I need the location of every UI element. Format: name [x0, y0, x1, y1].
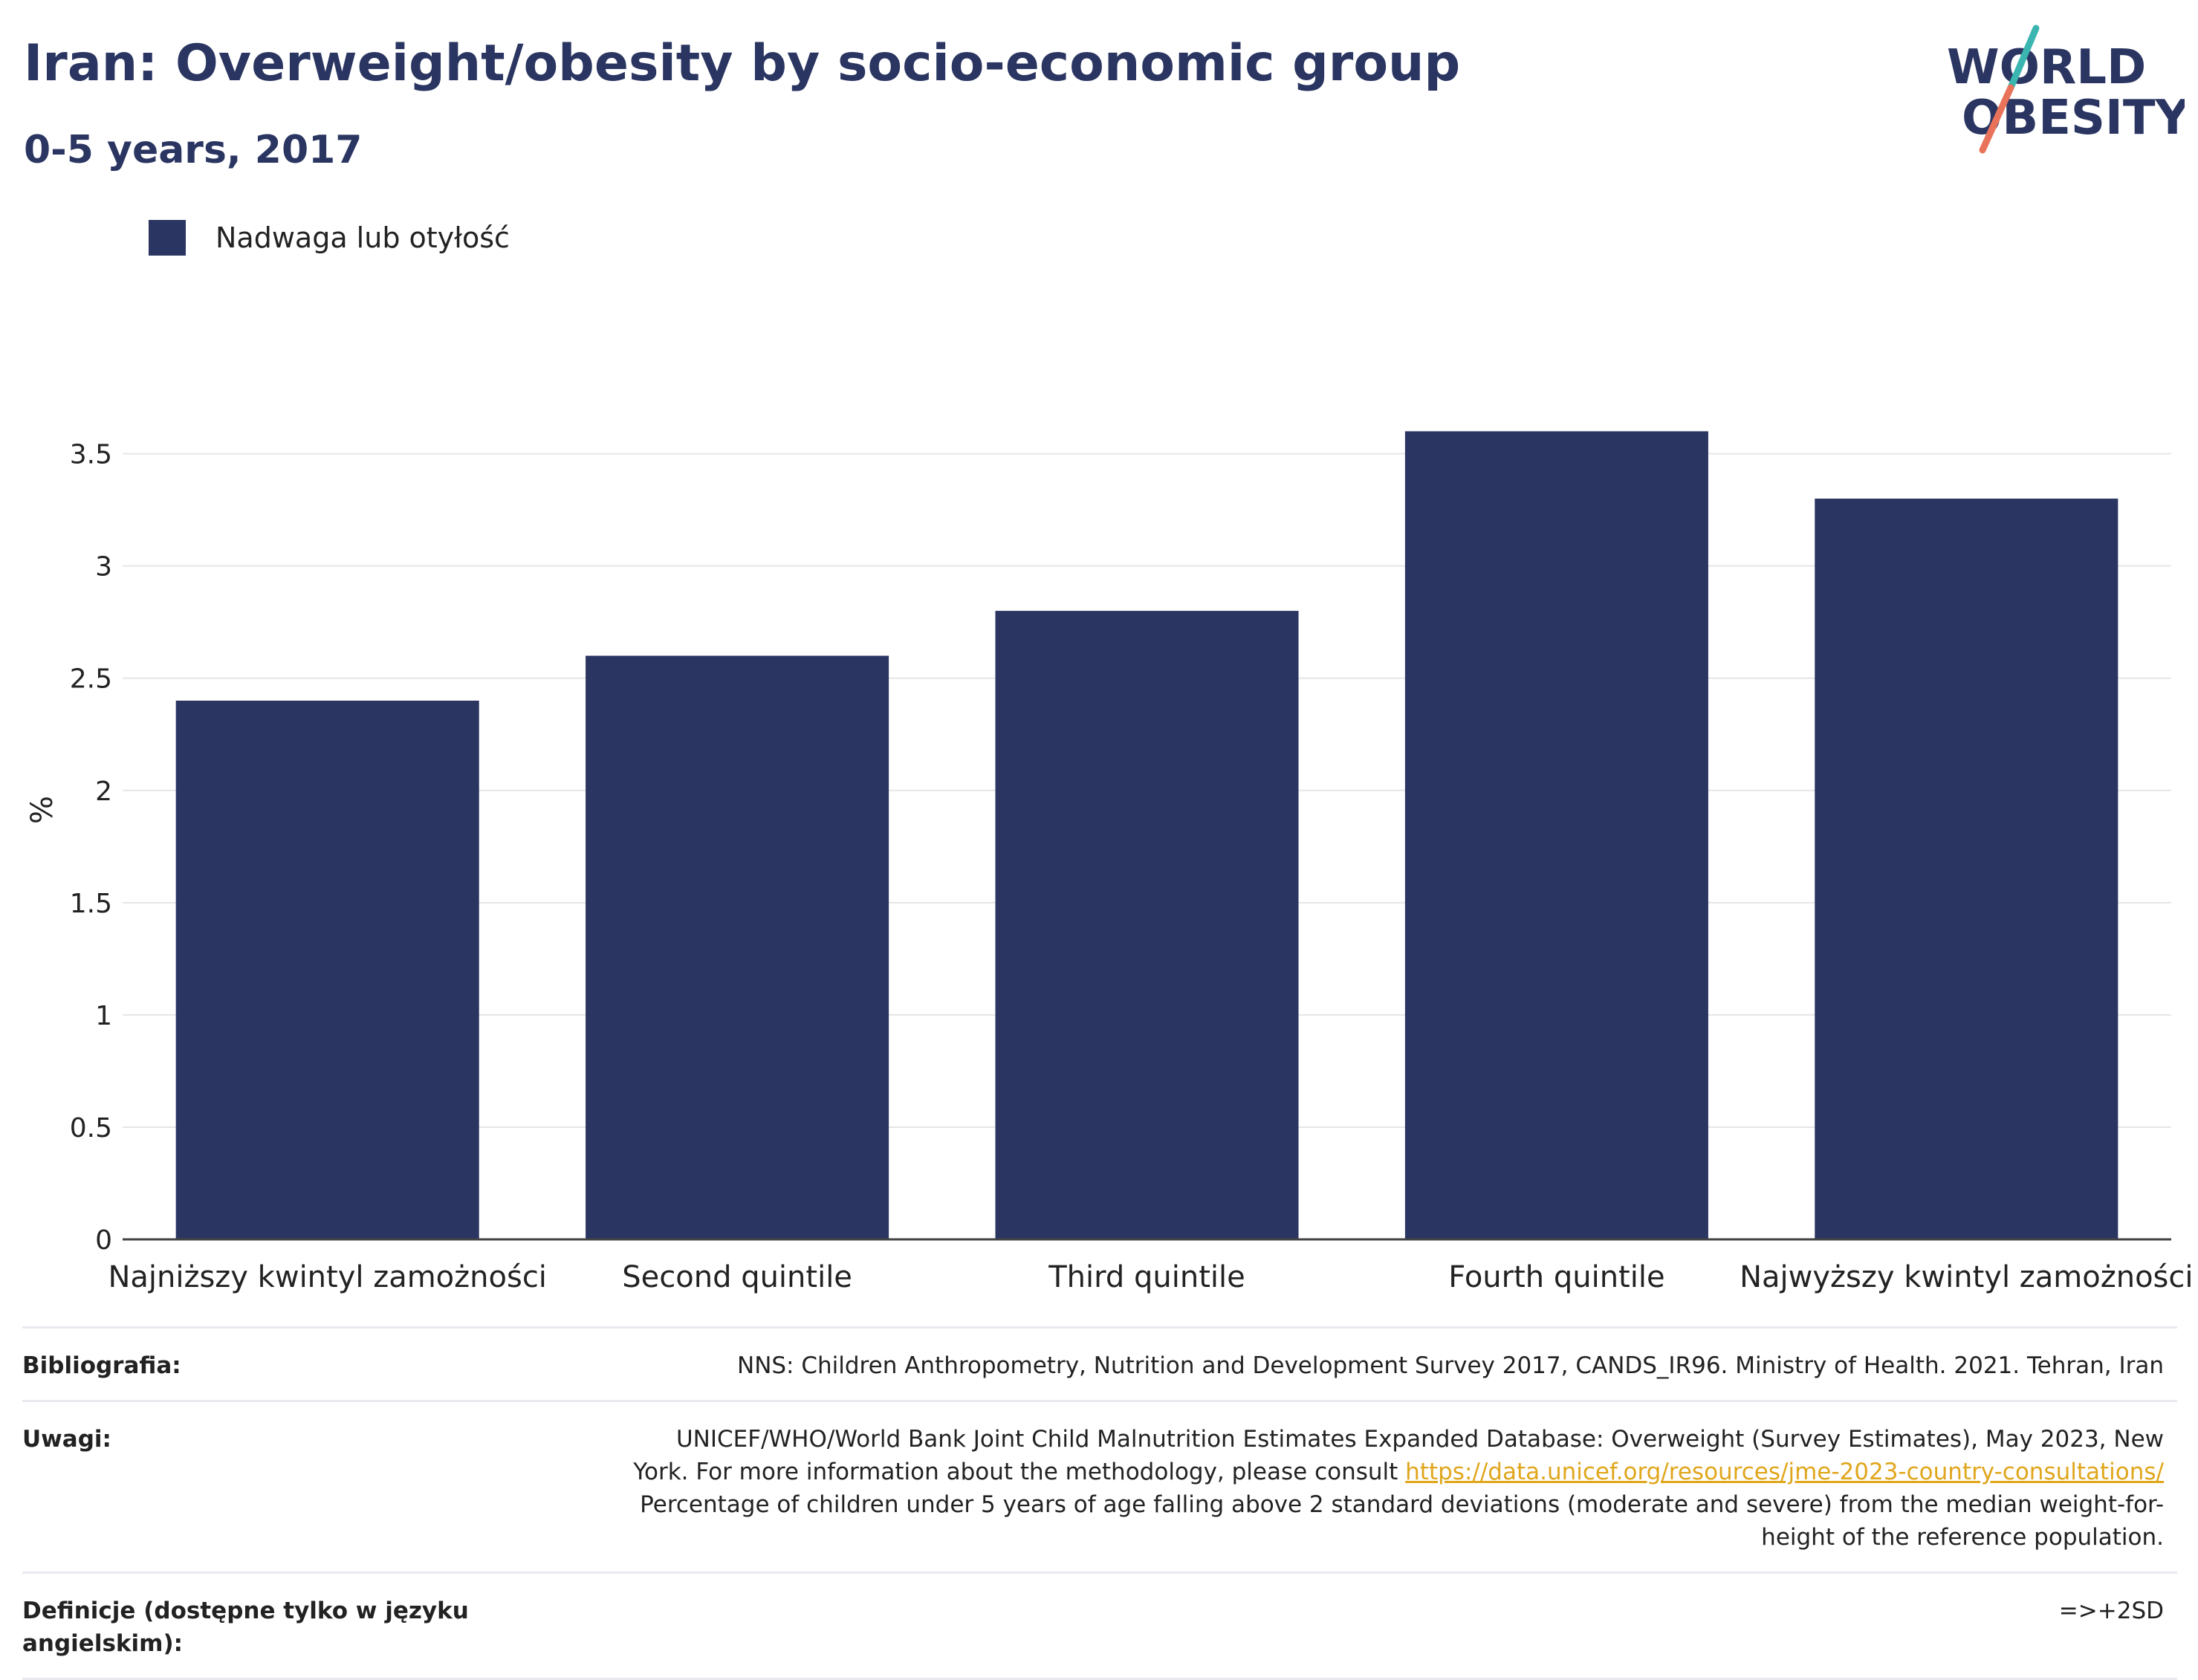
logo-line-1: WORLD — [1947, 40, 2146, 95]
notes-line-3: Percentage of children under 5 years of … — [640, 1491, 2164, 1518]
bibliography-row: Bibliografia: NNS: Children Anthropometr… — [22, 1326, 2177, 1400]
bar[interactable] — [175, 700, 479, 1239]
bibliography-label: Bibliografia: — [22, 1352, 181, 1379]
y-tick-label: 2 — [95, 776, 112, 807]
y-tick-label: 2.5 — [70, 664, 112, 695]
notes-row: Uwagi: UNICEF/WHO/World Bank Joint Child… — [22, 1400, 2177, 1572]
logo-slash-top-icon — [2007, 25, 2040, 91]
bar-chart: 0 0.5 1 1.5 2 2.5 3 3.5 Najniższy kwintyl zamoż… — [25, 431, 2193, 1294]
x-tick-label: Fourth quintile — [1448, 1260, 1664, 1294]
bar[interactable] — [586, 655, 889, 1239]
notes-line-4: height of the reference population. — [1761, 1524, 2164, 1551]
notes-line-2-container: York. For more information about the met… — [483, 1456, 2164, 1488]
bar[interactable] — [995, 611, 1299, 1239]
y-tick-label: 0.5 — [70, 1113, 112, 1144]
definitions-label: Definicje (dostępne tylko w języku angie… — [22, 1598, 469, 1657]
notes-line-2: York. For more information about the met… — [633, 1459, 1398, 1485]
bars — [175, 431, 2118, 1239]
chart-subtitle: 0-5 years, 2017 — [24, 128, 363, 172]
bar[interactable] — [1404, 431, 1708, 1239]
notes-label: Uwagi: — [22, 1426, 111, 1453]
y-tick-label: 1.5 — [70, 889, 112, 919]
chart-title: Iran: Overweight/obesity by socio-econom… — [24, 34, 1461, 93]
notes-value: UNICEF/WHO/World Bank Joint Child Malnut… — [483, 1423, 2177, 1554]
chart-legend: Nadwaga lub otyłość — [149, 220, 510, 256]
x-tick-label: Najniższy kwintyl zamożności — [108, 1260, 546, 1294]
bar[interactable] — [1815, 499, 2118, 1239]
y-tick-label: 3 — [95, 552, 112, 583]
x-tick-label: Second quintile — [622, 1260, 852, 1294]
x-tick-label: Third quintile — [1048, 1260, 1245, 1294]
legend-swatch — [149, 220, 186, 256]
metadata-table: Bibliografia: NNS: Children Anthropometr… — [22, 1326, 2177, 1680]
definitions-row: Definicje (dostępne tylko w języku angie… — [22, 1572, 2177, 1680]
y-tick-label: 3.5 — [70, 440, 112, 470]
bibliography-value: NNS: Children Anthropometry, Nutrition a… — [737, 1352, 2164, 1379]
y-tick-label: 0 — [95, 1225, 112, 1256]
x-tick-label: Najwyższy kwintyl zamożności — [1740, 1260, 2193, 1294]
x-tick-labels: Najniższy kwintyl zamożności Second quint… — [108, 1260, 2193, 1294]
y-tick-labels: 0 0.5 1 1.5 2 2.5 3 3.5 — [70, 440, 112, 1256]
y-axis-label: % — [25, 796, 59, 824]
logo-slash-bottom-icon — [1979, 84, 2014, 154]
methodology-link[interactable]: https://data.unicef.org/resources/jme-20… — [1405, 1459, 2164, 1485]
world-obesity-logo: WORLD OBESITY — [1947, 25, 2185, 154]
notes-line-1: UNICEF/WHO/World Bank Joint Child Malnut… — [675, 1426, 2164, 1453]
legend-label: Nadwaga lub otyłość — [215, 221, 510, 254]
definitions-value: =>+2SD — [2058, 1598, 2164, 1624]
y-tick-label: 1 — [95, 1001, 112, 1031]
